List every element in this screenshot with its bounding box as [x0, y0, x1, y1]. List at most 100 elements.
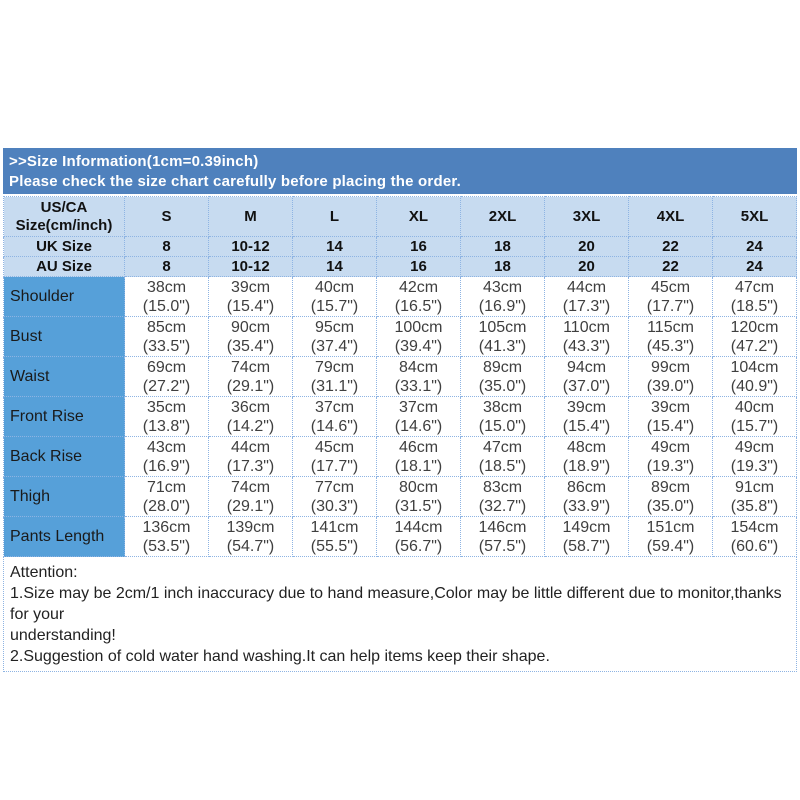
value-cm: 49cm [650, 438, 691, 456]
value-inch: (60.6") [730, 537, 779, 555]
measurement-value-cell: 39cm (15.4") [544, 396, 629, 437]
value-inch: (14.6") [310, 417, 359, 435]
value-cm: 44cm [230, 438, 271, 456]
value-inch: (58.7") [562, 537, 611, 555]
measurement-value-cell: 84cm (33.1") [376, 356, 461, 397]
measurement-value-cell: 89cm (35.0") [460, 356, 545, 397]
attention-note: Attention: 1.Size may be 2cm/1 inch inac… [3, 557, 797, 672]
au-size-row-value: 10-12 [208, 256, 293, 277]
measurement-row: Pants Length 136cm (53.5") 139cm (54.7") 141c… [3, 516, 797, 557]
size-table: US/CA Size(cm/inch) S M L XL 2XL 3XL 4XL 5XL UK Si… [3, 196, 797, 557]
value-cm: 36cm [230, 398, 271, 416]
measurement-value-cell: 47cm (18.5") [460, 436, 545, 477]
size-chart-page: >>Size Information(1cm=0.39inch) Please … [3, 148, 797, 672]
measurement-value-cell: 100cm (39.4") [376, 316, 461, 357]
value-cm: 115cm [647, 318, 694, 336]
value-inch: (17.7") [646, 297, 695, 315]
value-cm: 35cm [146, 398, 187, 416]
value-inch: (16.5") [394, 297, 443, 315]
value-cm: 141cm [310, 518, 359, 536]
value-cm: 154cm [730, 518, 779, 536]
value-cm: 89cm [482, 358, 523, 376]
au-size-row-value: 16 [376, 256, 461, 277]
measurement-value-cell: 37cm (14.6") [376, 396, 461, 437]
value-inch: (40.9") [730, 377, 779, 395]
measurement-value-cell: 110cm (43.3") [544, 316, 629, 357]
measurement-value-cell: 44cm (17.3") [208, 436, 293, 477]
measurement-value-cell: 36cm (14.2") [208, 396, 293, 437]
size-column-header: 2XL [460, 196, 545, 237]
measurement-value-cell: 43cm (16.9") [124, 436, 209, 477]
value-cm: 47cm [734, 278, 775, 296]
value-cm: 151cm [646, 518, 695, 536]
value-inch: (19.3") [646, 457, 695, 475]
value-cm: 89cm [650, 478, 691, 496]
value-inch: (33.1") [394, 377, 443, 395]
measurement-value-cell: 141cm (55.5") [292, 516, 377, 557]
value-cm: 139cm [226, 518, 275, 536]
value-cm: 40cm [734, 398, 775, 416]
measurement-value-cell: 120cm (47.2") [712, 316, 797, 357]
size-column-header: 3XL [544, 196, 629, 237]
measurement-value-cell: 85cm (33.5") [124, 316, 209, 357]
value-inch: (16.9") [142, 457, 191, 475]
value-cm: 49cm [734, 438, 775, 456]
value-cm: 47cm [482, 438, 523, 456]
measurement-value-cell: 46cm (18.1") [376, 436, 461, 477]
measurement-value-cell: 45cm (17.7") [292, 436, 377, 477]
corner-header-cell: US/CA Size(cm/inch) [3, 196, 125, 237]
value-inch: (18.1") [394, 457, 443, 475]
value-cm: 83cm [482, 478, 523, 496]
value-inch: (31.5") [394, 497, 443, 515]
banner-title: >>Size Information(1cm=0.39inch) [9, 152, 259, 170]
measurement-value-cell: 49cm (19.3") [712, 436, 797, 477]
measurement-value-cell: 69cm (27.2") [124, 356, 209, 397]
value-cm: 77cm [314, 478, 355, 496]
value-inch: (29.1") [226, 377, 275, 395]
value-inch: (53.5") [142, 537, 191, 555]
au-size-row: AU Size 8 10-12 14 16 18 20 22 24 [3, 256, 797, 277]
measurement-value-cell: 89cm (35.0") [628, 476, 713, 517]
measurement-row: Back Rise 43cm (16.9") 44cm (17.3") 45cm (17.7… [3, 436, 797, 477]
value-inch: (33.5") [142, 337, 191, 355]
value-cm: 45cm [314, 438, 355, 456]
value-cm: 46cm [398, 438, 439, 456]
value-cm: 40cm [314, 278, 355, 296]
measurement-value-cell: 99cm (39.0") [628, 356, 713, 397]
value-inch: (15.7") [730, 417, 779, 435]
au-size-row-value: 8 [124, 256, 209, 277]
measurement-value-cell: 77cm (30.3") [292, 476, 377, 517]
value-cm: 91cm [734, 478, 775, 496]
measurement-value-cell: 43cm (16.9") [460, 276, 545, 317]
value-inch: (29.1") [226, 497, 275, 515]
value-cm: 39cm [566, 398, 607, 416]
size-column-header: M [208, 196, 293, 237]
measurement-label: Front Rise [3, 396, 125, 437]
value-inch: (15.0") [478, 417, 527, 435]
value-inch: (35.0") [646, 497, 695, 515]
value-cm: 146cm [478, 518, 527, 536]
value-inch: (15.4") [226, 297, 275, 315]
uk-size-row: UK Size 8 10-12 14 16 18 20 22 24 [3, 236, 797, 257]
measurement-value-cell: 49cm (19.3") [628, 436, 713, 477]
measurement-label: Shoulder [3, 276, 125, 317]
size-column-header: 5XL [712, 196, 797, 237]
measurement-value-cell: 146cm (57.5") [460, 516, 545, 557]
measurement-value-cell: 136cm (53.5") [124, 516, 209, 557]
measurement-value-cell: 42cm (16.5") [376, 276, 461, 317]
value-inch: (41.3") [478, 337, 527, 355]
measurement-label: Waist [3, 356, 125, 397]
uk-size-row-value: 8 [124, 236, 209, 257]
measurement-value-cell: 39cm (15.4") [208, 276, 293, 317]
measurement-value-cell: 105cm (41.3") [460, 316, 545, 357]
value-cm: 86cm [566, 478, 607, 496]
value-cm: 38cm [146, 278, 187, 296]
size-column-header: L [292, 196, 377, 237]
value-inch: (45.3") [646, 337, 695, 355]
au-size-row-value: 14 [292, 256, 377, 277]
value-inch: (35.8") [730, 497, 779, 515]
value-inch: (17.3") [562, 297, 611, 315]
value-inch: (19.3") [730, 457, 779, 475]
title-banner: >>Size Information(1cm=0.39inch) Please … [3, 148, 797, 194]
value-cm: 80cm [398, 478, 439, 496]
